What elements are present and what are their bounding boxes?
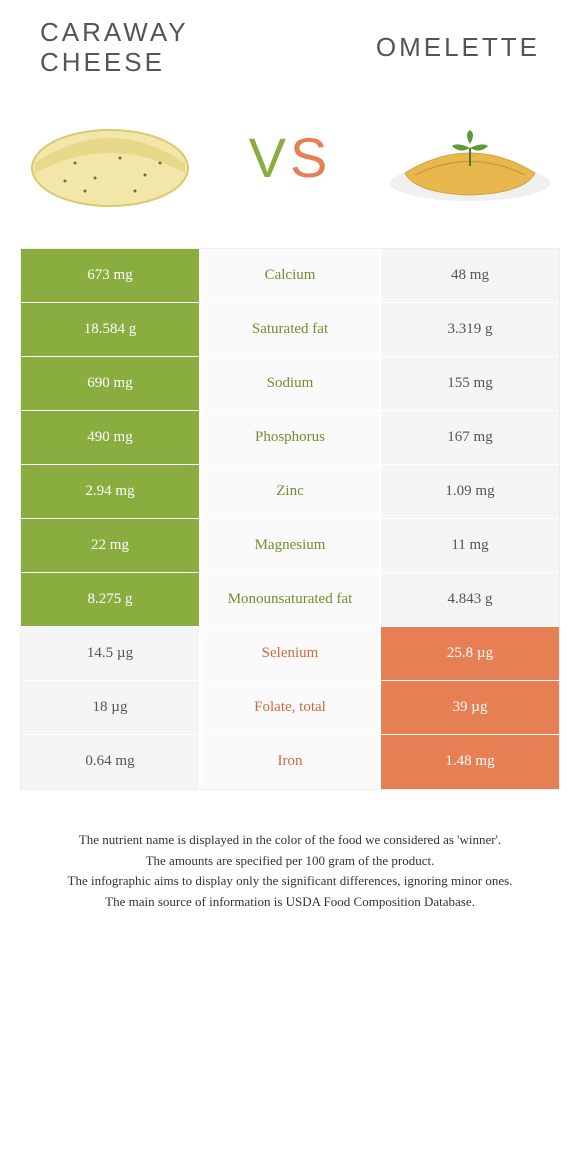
left-value: 18 µg	[21, 681, 201, 734]
nutrient-name: Sodium	[201, 357, 381, 410]
vs-v: V	[249, 126, 290, 189]
table-row: 8.275 gMonounsaturated fat4.843 g	[21, 573, 559, 627]
left-value: 22 mg	[21, 519, 201, 572]
nutrient-name: Calcium	[201, 249, 381, 302]
right-food-title: Omelette	[290, 33, 540, 63]
right-value: 1.09 mg	[381, 465, 559, 518]
footnote-4: The main source of information is USDA F…	[30, 892, 550, 913]
vs-label: VS	[249, 125, 332, 190]
table-row: 18 µgFolate, total39 µg	[21, 681, 559, 735]
nutrient-name: Folate, total	[201, 681, 381, 734]
left-value: 8.275 g	[21, 573, 201, 626]
nutrient-name: Saturated fat	[201, 303, 381, 356]
table-row: 14.5 µgSelenium25.8 µg	[21, 627, 559, 681]
table-row: 18.584 gSaturated fat3.319 g	[21, 303, 559, 357]
nutrient-name: Phosphorus	[201, 411, 381, 464]
nutrient-name: Monounsaturated fat	[201, 573, 381, 626]
footnote-2: The amounts are specified per 100 gram o…	[30, 851, 550, 872]
footnotes: The nutrient name is displayed in the co…	[0, 790, 580, 943]
right-value: 25.8 µg	[381, 627, 559, 680]
nutrient-name: Zinc	[201, 465, 381, 518]
nutrient-name: Magnesium	[201, 519, 381, 572]
table-row: 0.64 mgIron1.48 mg	[21, 735, 559, 789]
right-value: 155 mg	[381, 357, 559, 410]
left-value: 14.5 µg	[21, 627, 201, 680]
footnote-3: The infographic aims to display only the…	[30, 871, 550, 892]
left-value: 673 mg	[21, 249, 201, 302]
nutrient-table: 673 mgCalcium48 mg18.584 gSaturated fat3…	[20, 248, 560, 790]
table-row: 490 mgPhosphorus167 mg	[21, 411, 559, 465]
right-value: 4.843 g	[381, 573, 559, 626]
left-value: 0.64 mg	[21, 735, 201, 789]
header: Caraway cheese Omelette	[0, 0, 580, 88]
table-row: 673 mgCalcium48 mg	[21, 249, 559, 303]
left-value: 18.584 g	[21, 303, 201, 356]
table-row: 690 mgSodium155 mg	[21, 357, 559, 411]
right-food-image	[380, 98, 560, 218]
right-value: 167 mg	[381, 411, 559, 464]
vs-row: VS	[0, 88, 580, 248]
right-value: 1.48 mg	[381, 735, 559, 789]
table-row: 22 mgMagnesium11 mg	[21, 519, 559, 573]
left-food-image	[20, 98, 200, 218]
right-value: 39 µg	[381, 681, 559, 734]
left-value: 690 mg	[21, 357, 201, 410]
nutrient-name: Iron	[201, 735, 381, 789]
vs-s: S	[290, 126, 331, 189]
left-title-line2: cheese	[40, 47, 165, 77]
left-food-title: Caraway cheese	[40, 18, 290, 78]
right-value: 3.319 g	[381, 303, 559, 356]
left-value: 490 mg	[21, 411, 201, 464]
nutrient-name: Selenium	[201, 627, 381, 680]
right-value: 48 mg	[381, 249, 559, 302]
left-value: 2.94 mg	[21, 465, 201, 518]
table-row: 2.94 mgZinc1.09 mg	[21, 465, 559, 519]
right-value: 11 mg	[381, 519, 559, 572]
left-title-line1: Caraway	[40, 17, 189, 47]
footnote-1: The nutrient name is displayed in the co…	[30, 830, 550, 851]
